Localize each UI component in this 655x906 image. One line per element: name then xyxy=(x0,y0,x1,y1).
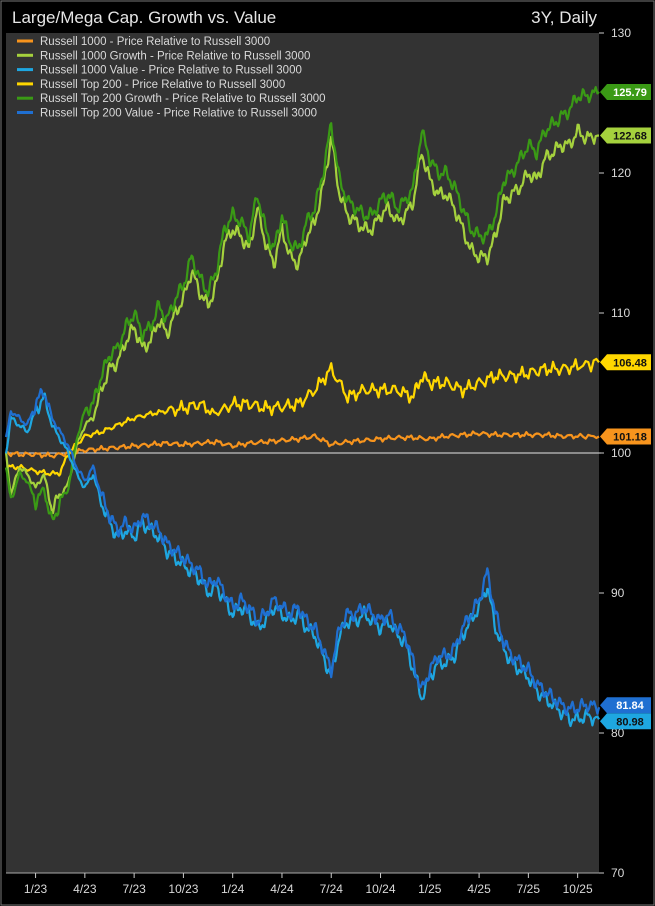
legend-label: Russell Top 200 - Price Relative to Russ… xyxy=(40,79,285,91)
end-value-tag xyxy=(600,713,651,730)
x-tick-label: 4/25 xyxy=(467,882,491,896)
y-tick-label: 90 xyxy=(611,586,625,600)
end-value-label: 81.84 xyxy=(616,700,644,712)
end-value-tag xyxy=(600,127,651,144)
x-tick-label: 7/25 xyxy=(517,882,541,896)
y-tick-label: 120 xyxy=(611,166,631,180)
end-value-tag xyxy=(600,428,651,445)
chart-title: Large/Mega Cap. Growth vs. Value xyxy=(12,8,277,27)
x-tick-label: 10/23 xyxy=(168,882,198,896)
x-tick-label: 7/24 xyxy=(320,882,344,896)
end-value-label: 80.98 xyxy=(616,716,644,728)
legend-label: Russell Top 200 Growth - Price Relative … xyxy=(40,93,326,105)
y-tick-label: 130 xyxy=(611,26,631,40)
x-tick-label: 4/23 xyxy=(73,882,97,896)
y-axis-panel xyxy=(599,33,653,873)
x-tick-label: 7/23 xyxy=(122,882,146,896)
x-tick-label: 1/23 xyxy=(24,882,48,896)
end-value-label: 106.48 xyxy=(613,357,647,369)
end-value-label: 122.68 xyxy=(613,130,647,142)
series-line xyxy=(5,357,600,477)
end-value-label: 101.18 xyxy=(613,431,647,443)
x-tick-label: 1/25 xyxy=(418,882,442,896)
end-value-label: 125.79 xyxy=(613,87,647,99)
series-line xyxy=(4,388,601,717)
end-value-tag xyxy=(600,697,651,714)
end-value-tag xyxy=(600,83,651,100)
y-tick-label: 110 xyxy=(611,306,630,320)
legend-label: Russell 1000 Growth - Price Relative to … xyxy=(40,50,310,62)
legend-label: Russell Top 200 Value - Price Relative t… xyxy=(40,108,317,120)
legend-label: Russell 1000 - Price Relative to Russell… xyxy=(40,36,270,48)
y-tick-label: 80 xyxy=(611,726,625,740)
x-tick-label: 10/25 xyxy=(563,882,593,896)
chart-subtitle: 3Y, Daily xyxy=(531,8,597,27)
series-line xyxy=(4,85,600,521)
series-line xyxy=(4,123,600,515)
y-tick-label: 70 xyxy=(611,866,625,880)
series-line xyxy=(5,430,600,459)
end-value-tag xyxy=(600,354,651,371)
y-tick-label: 100 xyxy=(611,446,631,460)
legend-label: Russell 1000 Value - Price Relative to R… xyxy=(40,65,302,77)
x-tick-label: 4/24 xyxy=(270,882,294,896)
x-tick-label: 1/24 xyxy=(221,882,245,896)
x-tick-label: 10/24 xyxy=(366,882,396,896)
